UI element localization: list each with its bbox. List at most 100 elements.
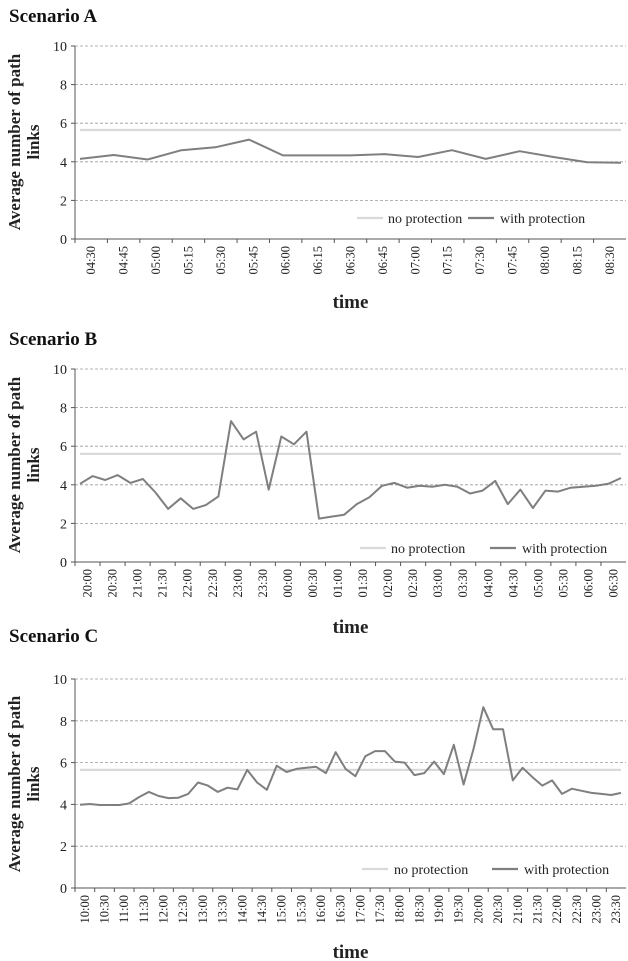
- x-tick-label: 14:30: [255, 895, 269, 923]
- chart-scenario-a: 0 2 4 6 8 10 04:30 04:45 05:00 05:15 05:30 05:45 06:…: [5, 40, 626, 313]
- x-tick-label: 23:00: [589, 895, 603, 923]
- legend-label: no protection: [394, 863, 468, 878]
- x-tick-label: 12:30: [176, 895, 190, 923]
- x-tick-label: 01:00: [331, 569, 345, 597]
- x-tick-label: 00:30: [306, 569, 320, 597]
- x-axis-title: time: [333, 942, 369, 961]
- x-tick-label: 08:15: [570, 246, 584, 274]
- chart-title: Scenario A: [9, 6, 98, 27]
- x-tick-label: 22:30: [570, 895, 584, 923]
- series-line-with-protection: [79, 706, 622, 806]
- legend-label: with protection: [500, 212, 585, 227]
- chart-scenario-b: 0 2 4 6 8 10 20:00 20:30 21:00 21:30 22:00 22:30 23:…: [5, 363, 626, 638]
- x-tick-label: 12:00: [157, 895, 171, 923]
- x-tick-label: 04:30: [506, 569, 520, 597]
- x-tick-label: 20:00: [81, 569, 95, 597]
- x-tick-label: 15:00: [275, 895, 289, 923]
- x-tick-label: 00:00: [281, 569, 295, 597]
- x-tick-label: 17:00: [353, 895, 367, 923]
- x-tick-label: 11:30: [137, 895, 151, 923]
- panel-scenario-b: Scenario B 0 2 4 6 8 10 20:00 20:30 21:00 21:30 22…: [0, 322, 628, 644]
- panel-scenario-c: Scenario C 0 2 4 6 8 10 10:00 10:30 11:00 11:30 12…: [0, 624, 628, 961]
- legend-label: no protection: [391, 542, 465, 557]
- y-tick-label: 0: [60, 882, 67, 897]
- x-tick-label: 23:00: [231, 569, 245, 597]
- y-tick-label: 2: [60, 517, 67, 532]
- x-tick-label: 05:30: [556, 569, 570, 597]
- x-tick-label: 06:15: [311, 246, 325, 274]
- x-tick-label: 07:15: [441, 246, 455, 274]
- x-tick-label: 22:00: [181, 569, 195, 597]
- x-tick-label: 08:00: [538, 246, 552, 274]
- series-line-with-protection: [79, 420, 622, 520]
- x-tick-label: 07:00: [408, 246, 422, 274]
- series-line-with-protection: [79, 138, 622, 164]
- y-tick-label: 4: [60, 156, 67, 171]
- x-tick-label: 07:45: [506, 246, 520, 274]
- x-tick-label: 21:00: [131, 569, 145, 597]
- x-tick-label: 16:00: [314, 895, 328, 923]
- x-tick-label: 23:30: [256, 569, 270, 597]
- x-tick-label: 20:30: [106, 569, 120, 597]
- x-tick-label: 21:30: [156, 569, 170, 597]
- x-tick-label: 04:00: [481, 569, 495, 597]
- x-tick-label: 19:00: [432, 895, 446, 923]
- x-tick-label: 05:00: [149, 246, 163, 274]
- x-tick-label: 13:00: [196, 895, 210, 923]
- y-tick-label: 6: [60, 757, 67, 772]
- x-tick-label: 16:30: [334, 895, 348, 923]
- x-tick-label: 06:30: [344, 246, 358, 274]
- chart-scenario-c: 0 2 4 6 8 10 10:00 10:30 11:00 11:30 12:00 12:30 13:…: [5, 673, 626, 961]
- y-tick-label: 8: [60, 715, 67, 730]
- y-tick-label: 8: [60, 402, 67, 417]
- x-tick-label: 06:30: [606, 569, 620, 597]
- x-tick-label: 10:30: [98, 895, 112, 923]
- x-axis-title: time: [333, 617, 369, 638]
- y-tick-label: 10: [53, 673, 67, 688]
- x-tick-label: 21:00: [511, 895, 525, 923]
- x-tick-label: 13:30: [216, 895, 230, 923]
- y-tick-label: 10: [53, 40, 67, 55]
- x-tick-label: 19:30: [452, 895, 466, 923]
- x-tick-label: 03:30: [456, 569, 470, 597]
- chart-title: Scenario B: [9, 329, 98, 350]
- panel-scenario-a: Scenario A 0 2 4 6 8 10 04:30 04:45 05:00 05:15 05…: [0, 0, 628, 318]
- y-tick-label: 6: [60, 117, 67, 132]
- x-tick-label: 06:45: [376, 246, 390, 274]
- y-tick-label: 2: [60, 840, 67, 855]
- x-tick-label: 08:30: [603, 246, 617, 274]
- x-tick-label: 03:00: [431, 569, 445, 597]
- x-tick-label: 22:30: [206, 569, 220, 597]
- x-tick-label: 22:00: [550, 895, 564, 923]
- x-tick-label: 20:00: [471, 895, 485, 923]
- x-tick-label: 06:00: [279, 246, 293, 274]
- x-tick-label: 04:30: [84, 246, 98, 274]
- x-tick-label: 14:00: [235, 895, 249, 923]
- x-tick-label: 15:30: [294, 895, 308, 923]
- x-tick-label: 21:30: [530, 895, 544, 923]
- x-tick-label: 05:00: [531, 569, 545, 597]
- x-tick-label: 17:30: [373, 895, 387, 923]
- chart-title: Scenario C: [9, 626, 99, 647]
- legend-label: with protection: [522, 542, 607, 557]
- x-tick-label: 23:30: [609, 895, 623, 923]
- x-tick-label: 10:00: [78, 895, 92, 923]
- y-tick-label: 2: [60, 194, 67, 209]
- x-tick-label: 02:30: [406, 569, 420, 597]
- x-tick-label: 02:00: [381, 569, 395, 597]
- x-tick-label: 05:45: [246, 246, 260, 274]
- y-tick-label: 4: [60, 798, 67, 813]
- x-tick-label: 05:15: [181, 246, 195, 274]
- x-tick-label: 07:30: [473, 246, 487, 274]
- x-tick-label: 18:30: [412, 895, 426, 923]
- y-tick-label: 0: [60, 556, 67, 571]
- x-axis-title: time: [333, 292, 369, 313]
- y-axis-title: Average number of pathlinks: [5, 376, 43, 553]
- y-tick-label: 10: [53, 363, 67, 378]
- x-tick-label: 01:30: [356, 569, 370, 597]
- y-tick-label: 8: [60, 79, 67, 94]
- legend-label: with protection: [524, 863, 609, 878]
- x-tick-label: 06:00: [581, 569, 595, 597]
- y-axis-title: Average number of pathlinks: [5, 53, 43, 230]
- x-tick-label: 05:30: [214, 246, 228, 274]
